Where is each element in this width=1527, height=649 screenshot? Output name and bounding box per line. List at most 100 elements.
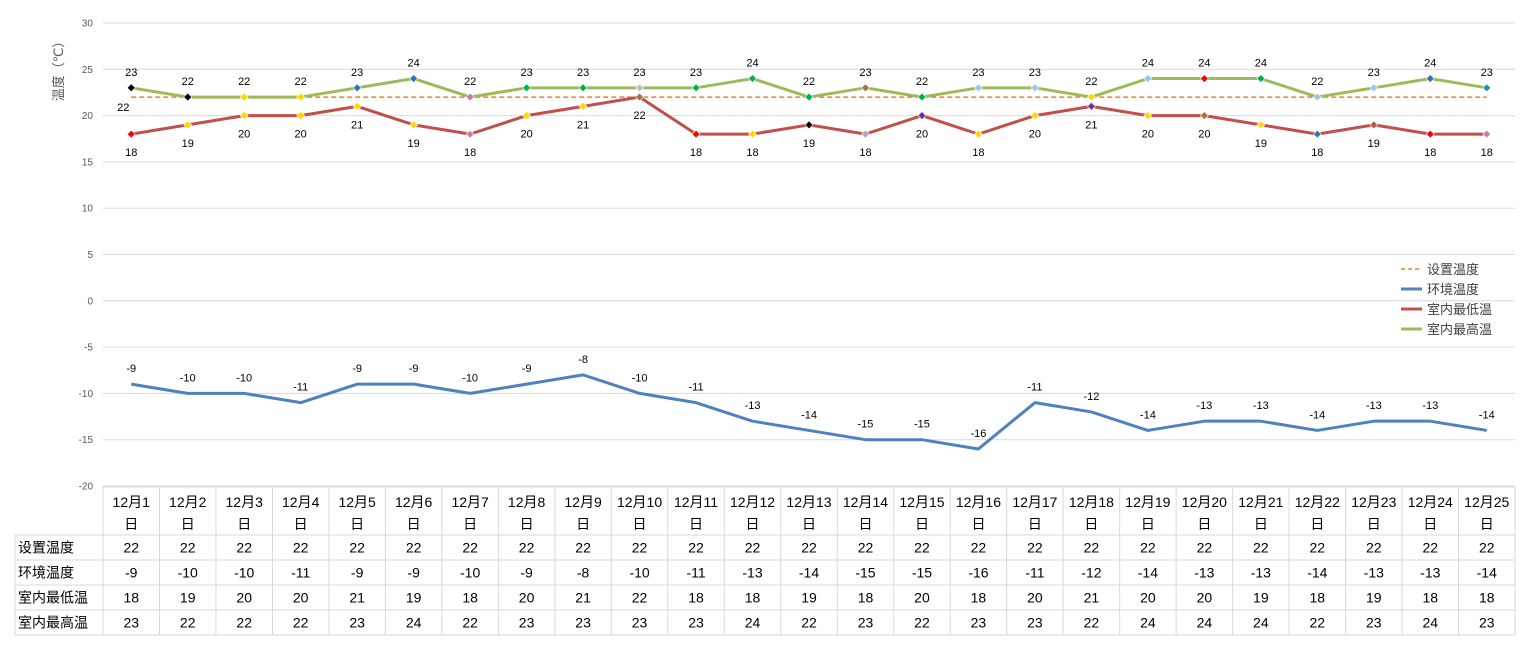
data-label: 24 [1198, 58, 1210, 70]
max-temp-marker [409, 74, 419, 83]
data-label: 23 [633, 67, 645, 79]
table-cell: 22 [1197, 540, 1213, 556]
table-cell: 20 [236, 590, 252, 606]
table-cell: 22 [349, 540, 365, 556]
data-table: 12月1 日 12月2 日 12月3 日 12月4 日 12月5 日 12月6 日 12月7 日 12月8 日… [14, 486, 1516, 636]
table-cell: 22 [293, 615, 309, 631]
table-cell: 22 [801, 540, 817, 556]
data-label: 18 [1311, 147, 1323, 159]
table-cell: 22 [1310, 615, 1326, 631]
category-label: 日 [520, 516, 534, 532]
data-label: 24 [746, 58, 758, 70]
min-temp-marker [804, 120, 814, 130]
table-cell: 20 [1140, 590, 1156, 606]
table-cell: 22 [1084, 615, 1100, 631]
category-label: 12月22 [1295, 494, 1340, 510]
max-temp-marker [1086, 92, 1096, 102]
min-temp-marker [1425, 129, 1435, 139]
data-label: 19 [1368, 138, 1380, 150]
y-tick-label: 30 [82, 19, 94, 30]
data-label: 22 [295, 76, 307, 88]
legend-label: 室内最高温 [1427, 322, 1492, 337]
data-label: 23 [577, 67, 589, 79]
max-temp-marker [1256, 74, 1266, 83]
min-temp-marker [1256, 120, 1266, 130]
table-cell: 20 [293, 590, 309, 606]
data-label: 18 [1481, 147, 1493, 159]
data-label: 21 [577, 119, 589, 131]
table-cell: 22 [745, 540, 761, 556]
category-label: 日 [1197, 516, 1211, 532]
table-cell: -11 [291, 565, 310, 581]
y-tick-label: 5 [87, 250, 93, 261]
table-cell: 18 [1479, 590, 1495, 606]
y-tick-label: -5 [84, 343, 93, 354]
data-label: -13 [1253, 400, 1269, 412]
min-temp-marker [296, 111, 306, 121]
table-cell: 24 [745, 615, 761, 631]
data-label: -13 [1422, 400, 1438, 412]
data-label: -14 [801, 409, 817, 421]
table-cell: 22 [406, 540, 422, 556]
table-cell: 22 [1366, 540, 1382, 556]
max-temp-marker [917, 92, 927, 102]
data-label: 23 [1368, 67, 1380, 79]
category-label: 12月7 [451, 494, 489, 510]
min-temp-marker [974, 129, 983, 139]
category-label: 日 [802, 516, 816, 532]
max-temp-marker [804, 92, 814, 102]
category-label: 12月3 [226, 494, 264, 510]
table-cell: -14 [1307, 565, 1327, 581]
table-row-header: 设置温度 [18, 540, 74, 556]
category-label: 12月25 [1464, 494, 1509, 510]
table-cell: -9 [125, 565, 138, 581]
table-cell: 23 [688, 615, 704, 631]
data-label: 20 [295, 129, 307, 141]
data-label: 24 [1255, 58, 1267, 70]
category-label: 日 [294, 516, 308, 532]
table-cell: 22 [632, 590, 648, 606]
table-cell: 19 [406, 590, 422, 606]
y-tick-label: 20 [82, 111, 94, 122]
data-label: 20 [916, 129, 928, 141]
table-cell: 18 [745, 590, 761, 606]
table-cell: -11 [686, 565, 705, 581]
max-temp-marker [126, 83, 136, 93]
max-temp-marker [974, 83, 983, 93]
data-label: 22 [1085, 76, 1097, 88]
max-temp-marker [465, 92, 475, 102]
y-tick-label: -15 [79, 435, 94, 446]
category-label: 12月24 [1408, 494, 1453, 510]
table-cell: -15 [912, 565, 932, 581]
category-label: 日 [237, 516, 251, 532]
category-label: 日 [463, 516, 477, 532]
category-label: 日 [576, 516, 590, 532]
data-label: 22 [1311, 76, 1323, 88]
category-label: 12月10 [617, 494, 662, 510]
table-cell: 23 [971, 615, 987, 631]
data-label: 23 [972, 67, 984, 79]
min-temp-marker [578, 101, 588, 111]
table-row-header: 室内最高温 [18, 615, 88, 631]
category-label: 日 [689, 516, 703, 532]
series-line-1 [130, 373, 1488, 451]
data-label: 22 [117, 102, 129, 114]
data-label: 24 [1424, 58, 1436, 70]
min-temp-marker [1030, 111, 1040, 121]
min-temp-marker [522, 111, 532, 121]
max-temp-marker [1030, 83, 1040, 93]
category-label: 日 [746, 516, 760, 532]
min-temp-marker [1312, 129, 1322, 139]
y-axis-label: 温度（℃） [51, 35, 66, 102]
max-temp-marker [861, 83, 870, 93]
max-temp-marker [1482, 83, 1492, 93]
max-temp-marker [352, 83, 362, 93]
data-label: 18 [746, 147, 758, 159]
table-cell: 20 [519, 590, 535, 606]
table-cell: -13 [1251, 565, 1271, 581]
table-cell: 23 [123, 615, 139, 631]
table-cell: 22 [1310, 540, 1326, 556]
table-cell: 22 [180, 615, 196, 631]
table-cell: 24 [1422, 615, 1438, 631]
data-label: 23 [1029, 67, 1041, 79]
